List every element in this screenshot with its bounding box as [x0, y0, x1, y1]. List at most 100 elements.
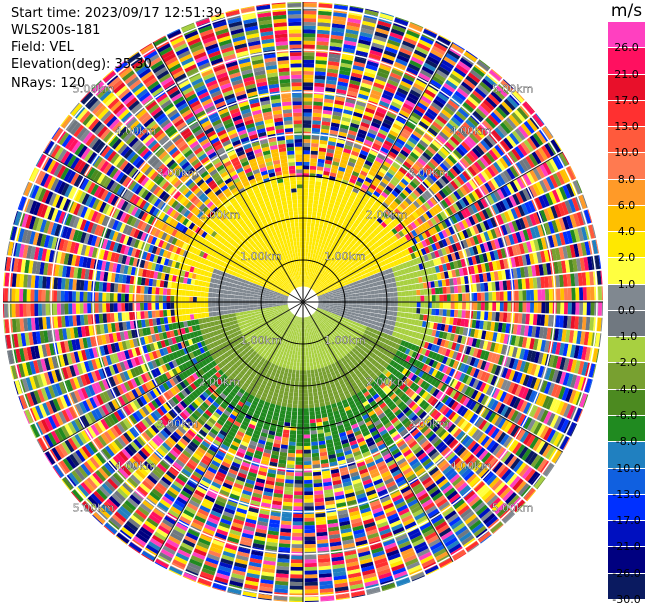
- velocity-bin: [308, 272, 311, 276]
- velocity-bin: [342, 220, 349, 227]
- velocity-bin: [364, 231, 370, 238]
- velocity-bin: [362, 16, 377, 24]
- velocity-bin: [358, 190, 365, 197]
- velocity-bin: [284, 486, 294, 492]
- velocity-bin: [483, 168, 493, 180]
- velocity-bin: [313, 278, 317, 282]
- velocity-bin: [388, 283, 393, 288]
- velocity-bin: [522, 229, 530, 241]
- velocity-bin: [307, 279, 309, 284]
- velocity-bin: [317, 294, 321, 297]
- velocity-bin: [303, 400, 309, 405]
- velocity-bin: [429, 259, 435, 267]
- velocity-bin: [297, 419, 303, 424]
- velocity-bin: [571, 287, 576, 301]
- velocity-bin: [439, 211, 447, 220]
- velocity-bin: [303, 203, 308, 208]
- velocity-bin: [292, 400, 298, 405]
- velocity-bin: [314, 269, 317, 274]
- velocity-bin: [362, 20, 376, 28]
- velocity-bin: [373, 160, 382, 167]
- velocity-bin: [333, 296, 338, 299]
- velocity-bin: [367, 305, 372, 309]
- velocity-bin: [418, 184, 427, 193]
- velocity-bin: [433, 215, 441, 224]
- velocity-bin: [321, 124, 330, 130]
- velocity-bin: [511, 148, 522, 161]
- velocity-bin: [303, 135, 311, 140]
- velocity-bin: [359, 292, 364, 296]
- velocity-bin: [306, 358, 310, 363]
- velocity-bin: [311, 257, 315, 262]
- velocity-bin: [423, 201, 432, 210]
- velocity-bin: [307, 283, 309, 288]
- velocity-bin: [404, 143, 414, 152]
- velocity-bin: [304, 332, 307, 337]
- velocity-bin: [376, 281, 381, 286]
- velocity-bin: [317, 18, 331, 24]
- velocity-bin: [350, 240, 356, 246]
- velocity-bin: [332, 291, 337, 294]
- velocity-bin: [422, 151, 432, 161]
- velocity-bin: [308, 264, 311, 269]
- velocity-bin: [457, 211, 465, 221]
- velocity-bin: [338, 254, 344, 260]
- velocity-bin: [365, 315, 370, 320]
- velocity-bin: [346, 201, 353, 207]
- velocity-bin: [375, 156, 384, 164]
- velocity-bin: [339, 66, 352, 73]
- velocity-bin: [525, 155, 535, 169]
- velocity-bin: [418, 195, 427, 204]
- velocity-bin: [374, 264, 380, 270]
- velocity-bin: [314, 78, 325, 84]
- velocity-bin: [312, 238, 317, 243]
- velocity-bin: [321, 269, 326, 274]
- velocity-bin: [317, 368, 322, 373]
- velocity-bin: [359, 267, 364, 273]
- velocity-bin: [312, 253, 316, 258]
- velocity-bin: [323, 102, 334, 108]
- velocity-bin: [484, 302, 489, 311]
- velocity-bin: [369, 225, 375, 232]
- velocity-bin: [529, 169, 539, 182]
- velocity-bin: [297, 423, 303, 428]
- velocity-bin: [452, 133, 463, 143]
- velocity-bin: [544, 125, 554, 138]
- velocity-bin: [400, 44, 414, 53]
- velocity-bin: [470, 163, 480, 174]
- velocity-bin: [358, 313, 363, 318]
- velocity-bin: [303, 408, 309, 413]
- velocity-bin: [285, 479, 294, 484]
- velocity-bin: [443, 56, 457, 67]
- velocity-bin: [341, 116, 351, 123]
- velocity-bin: [423, 288, 428, 295]
- velocity-bin: [293, 392, 299, 397]
- velocity-bin: [562, 246, 569, 259]
- velocity-bin: [321, 209, 327, 214]
- velocity-bin: [303, 1, 317, 4]
- velocity-bin: [325, 156, 333, 161]
- velocity-bin: [312, 109, 322, 114]
- velocity-bin: [309, 419, 316, 424]
- velocity-bin: [340, 215, 346, 221]
- velocity-bin: [355, 136, 365, 143]
- velocity-bin: [311, 281, 315, 286]
- velocity-bin: [305, 336, 307, 341]
- velocity-bin: [406, 140, 416, 149]
- velocity-bin: [318, 151, 326, 156]
- velocity-bin: [367, 219, 374, 226]
- velocity-bin: [381, 284, 386, 289]
- velocity-bin: [335, 213, 342, 219]
- velocity-bin: [318, 277, 323, 281]
- velocity-bin: [409, 259, 415, 267]
- velocity-bin: [375, 277, 380, 282]
- velocity-bin: [467, 205, 475, 215]
- velocity-bin: [344, 204, 351, 211]
- velocity-bin: [311, 441, 319, 446]
- velocity-bin: [506, 182, 515, 195]
- velocity-bin: [416, 270, 422, 277]
- velocity-bin: [424, 246, 431, 254]
- velocity-bin: [400, 149, 409, 158]
- velocity-bin: [308, 203, 313, 208]
- velocity-bin: [330, 126, 339, 132]
